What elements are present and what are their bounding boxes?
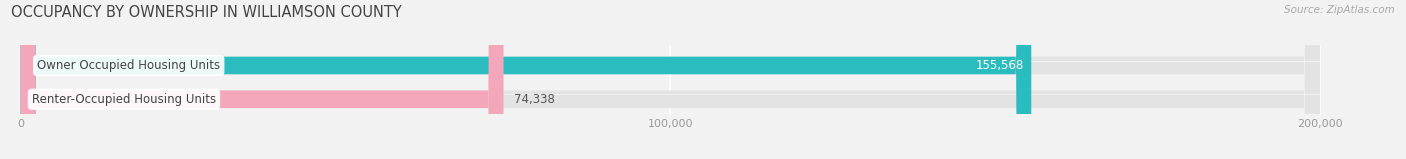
Text: Source: ZipAtlas.com: Source: ZipAtlas.com — [1284, 5, 1395, 15]
Text: 74,338: 74,338 — [515, 93, 555, 106]
FancyBboxPatch shape — [21, 0, 1320, 159]
Text: 155,568: 155,568 — [976, 59, 1024, 72]
FancyBboxPatch shape — [21, 0, 1031, 159]
Text: OCCUPANCY BY OWNERSHIP IN WILLIAMSON COUNTY: OCCUPANCY BY OWNERSHIP IN WILLIAMSON COU… — [11, 5, 402, 20]
Text: Owner Occupied Housing Units: Owner Occupied Housing Units — [37, 59, 221, 72]
FancyBboxPatch shape — [21, 0, 503, 159]
Text: Renter-Occupied Housing Units: Renter-Occupied Housing Units — [32, 93, 217, 106]
FancyBboxPatch shape — [21, 0, 1320, 159]
